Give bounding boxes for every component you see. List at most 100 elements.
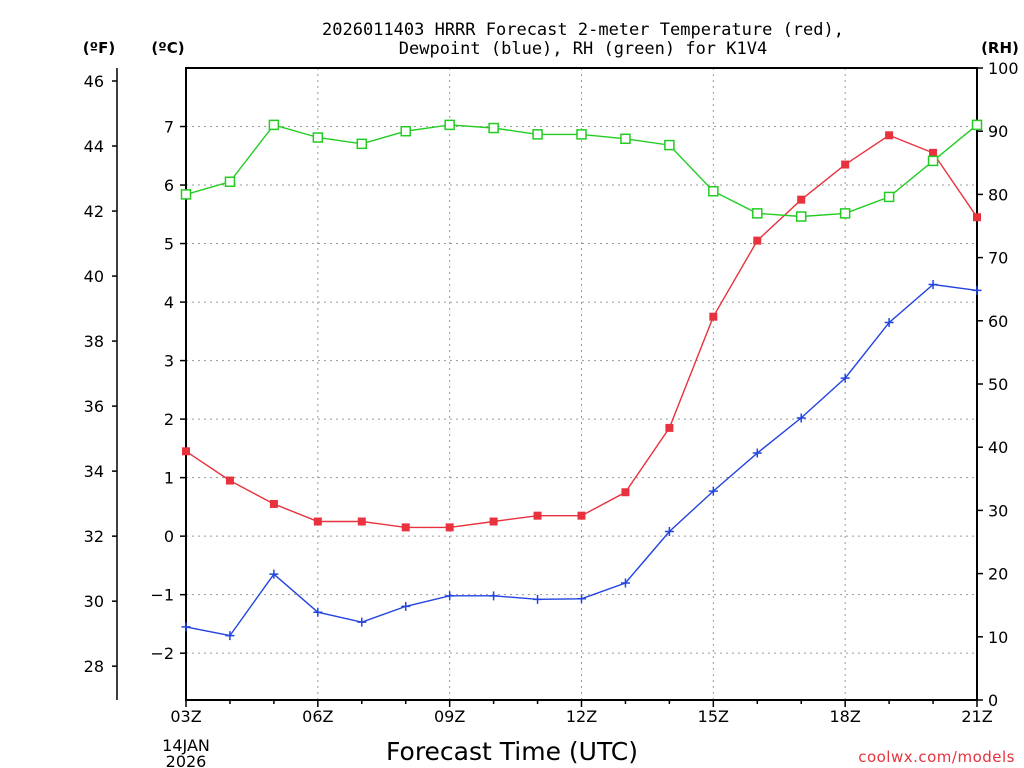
rh-tick-label: 70: [988, 249, 1008, 268]
x-year-label: 2026: [166, 752, 207, 768]
celsius-tick-label: 6: [164, 176, 174, 195]
2-meter-temperature-point: [577, 511, 586, 520]
rh-point: [180, 189, 192, 200]
celsius-unit-label: (ºC): [151, 39, 184, 57]
rh-tick-label: 30: [988, 501, 1008, 520]
dewpoint-point: [445, 591, 455, 601]
dewpoint-point: [181, 622, 191, 632]
rh-point: [839, 208, 851, 219]
x-tick-label: 06Z: [302, 707, 333, 726]
dewpoint-line: [185, 283, 978, 637]
rh-tick-label: 40: [988, 438, 1008, 457]
dewpoint-point: [269, 569, 279, 579]
2-meter-temperature-point: [973, 213, 981, 222]
rh-point: [400, 125, 411, 137]
rh-tick-label: 80: [988, 185, 1008, 204]
celsius-tick-label: 1: [164, 469, 174, 488]
2-meter-temperature-point: [269, 499, 278, 508]
fahrenheit-tick-label: 30: [84, 592, 104, 611]
fahrenheit-tick-label: 40: [84, 267, 104, 286]
rh-series: [180, 119, 983, 222]
2-meter-temperature-point: [929, 148, 938, 157]
dewpoint-point: [664, 526, 674, 536]
2-meter-temperature-point: [885, 131, 894, 140]
2-meter-temperature-point: [357, 517, 366, 526]
2-meter-temperature-point: [313, 517, 322, 526]
2-meter-temperature-point: [841, 160, 850, 169]
rh-point: [224, 176, 236, 188]
rh-point: [883, 191, 895, 203]
rh-point: [664, 139, 675, 151]
dewpoint-point: [225, 631, 235, 641]
chart-title: 2026011403 HRRR Forecast 2-meter Tempera…: [322, 20, 844, 40]
rh-tick-label: 20: [988, 565, 1008, 584]
fahrenheit-tick-label: 38: [84, 332, 104, 351]
dewpoint-point: [313, 607, 323, 617]
2-meter-temperature-point: [225, 476, 234, 485]
2-meter-temperature-point: [401, 523, 410, 532]
dewpoint-point: [928, 280, 938, 290]
celsius-tick-label: 7: [164, 118, 174, 137]
2-meter-temperature-point: [797, 195, 806, 204]
grid-lines: [186, 68, 977, 700]
celsius-axis-ticks: −2 −1 0 1 2 3 4 5 6 7: [150, 118, 186, 663]
rh-point: [795, 211, 807, 222]
rh-unit-label: (RH): [981, 39, 1019, 57]
dewpoint-point: [577, 594, 586, 604]
celsius-tick-label: −1: [150, 586, 174, 605]
time-axis-ticks: 03Z 06Z 09Z 12Z 15Z 18Z 21Z: [170, 700, 993, 726]
x-tick-label: 15Z: [698, 707, 729, 726]
chart-subtitle: Dewpoint (blue), RH (green) for K1V4: [399, 39, 767, 59]
2-meter-temperature-point: [621, 488, 630, 497]
rh-axis-ticks: 0 10 20 30 40 50 60 70 80 90 100: [977, 59, 1019, 710]
x-date-label: 14JAN: [162, 736, 210, 755]
rh-point: [752, 208, 763, 219]
dewpoint-point: [752, 448, 762, 458]
dewpoint-point: [401, 601, 411, 611]
plot-frame: [185, 67, 978, 701]
2-meter-temperature-point: [182, 447, 190, 456]
rh-point: [532, 129, 543, 140]
rh-point: [971, 119, 983, 131]
fahrenheit-tick-label: 44: [84, 137, 104, 156]
x-tick-label: 12Z: [566, 707, 597, 726]
dewpoint-point: [840, 373, 850, 383]
2-meter-temperature-series: [182, 131, 981, 532]
x-axis-title: Forecast Time (UTC): [386, 737, 638, 766]
dewpoint-point: [884, 318, 894, 328]
rh-tick-label: 0: [988, 691, 998, 710]
dewpoint-point: [972, 285, 982, 295]
credit-text: coolwx.com/models: [858, 748, 1015, 766]
rh-tick-label: 100: [988, 59, 1019, 78]
rh-tick-label: 50: [988, 375, 1008, 394]
fahrenheit-tick-label: 42: [84, 202, 104, 221]
2-meter-temperature-point: [709, 312, 718, 321]
dewpoint-point: [357, 617, 367, 627]
x-tick-label: 21Z: [961, 707, 992, 726]
fahrenheit-axis-ticks: 28 30 32 34 36 38 40 42 44 46: [84, 72, 117, 676]
rh-point: [927, 155, 939, 167]
rh-point: [576, 129, 587, 140]
x-tick-label: 03Z: [170, 707, 201, 726]
fahrenheit-tick-label: 46: [84, 72, 104, 91]
fahrenheit-tick-label: 34: [84, 462, 104, 481]
2-meter-temperature-point: [445, 523, 454, 532]
celsius-tick-label: 2: [164, 410, 174, 429]
dewpoint-point: [796, 413, 806, 423]
fahrenheit-tick-label: 36: [84, 397, 104, 416]
dewpoint-series: [181, 280, 982, 641]
dewpoint-point: [708, 486, 718, 496]
rh-point: [312, 132, 324, 143]
celsius-tick-label: 3: [164, 352, 174, 371]
rh-point: [708, 185, 719, 197]
dewpoint-point: [533, 594, 543, 604]
celsius-tick-label: −2: [150, 644, 174, 663]
celsius-tick-label: 5: [164, 235, 174, 254]
dewpoint-point: [620, 578, 630, 588]
celsius-tick-label: 4: [164, 293, 174, 312]
series-layer: [180, 119, 983, 641]
celsius-tick-label: 0: [164, 527, 174, 546]
2-meter-temperature-point: [533, 511, 542, 520]
rh-point: [444, 119, 455, 131]
